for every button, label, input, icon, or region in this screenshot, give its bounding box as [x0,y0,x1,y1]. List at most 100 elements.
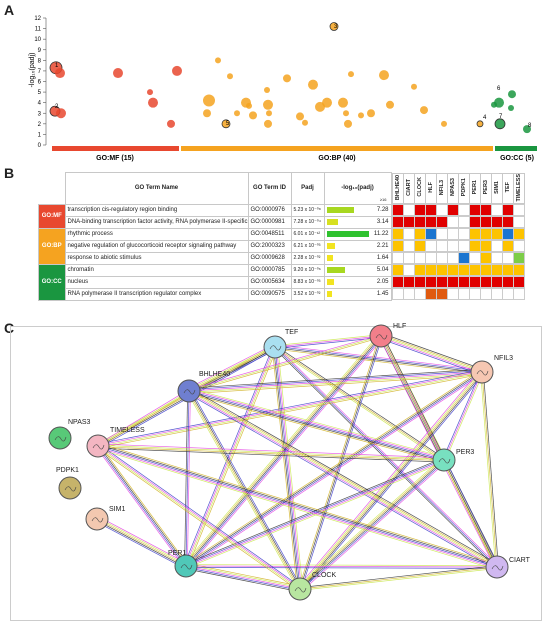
node-npas3[interactable]: NPAS3 [48,419,91,450]
term-log: 1.64 [323,251,392,265]
node-tef[interactable]: TEF [263,329,298,359]
network-edges [95,333,500,593]
term-point [508,90,516,99]
edge-line [276,346,302,589]
term-id: GO:0005634 [247,275,292,289]
node-nfil3[interactable]: NFIL3 [470,355,513,384]
term-name: nucleus [64,275,249,289]
term-point [167,119,175,128]
edge-line [442,371,482,460]
edge-line [98,442,498,565]
heatmap-cell [468,288,481,301]
header-log-label: -log₁₀(padj) [341,185,374,192]
term-padj: 8.83 x 10⁻⁰³ [290,275,325,289]
term-name: response to abiotic stimulus [64,251,249,265]
table-row: nucleus GO:0005634 8.83 x 10⁻⁰³ 2.05 [39,275,526,289]
y-tick-label: 3 [38,111,42,117]
edge-line [186,336,383,568]
node-timeless[interactable]: TIMELESS [86,427,145,458]
term-point [172,65,182,76]
heatmap-row [391,252,525,265]
gene-label: HLF [427,181,434,193]
term-point [508,104,514,111]
heatmap-cell [501,228,514,241]
edge-line [98,373,483,449]
heatmap-cell [501,288,514,301]
protein-structure-icon [92,444,105,450]
heatmap-row [391,204,525,217]
heatmap-cell [468,216,481,229]
edge-line [98,516,188,564]
term-point [203,94,215,107]
term-padj: 2.28 x 10⁻⁰² [290,251,325,265]
heatmap-cell [479,228,492,241]
heatmap-cell [435,276,448,289]
scale-max: ≥16 [379,196,387,202]
edge-line [185,565,498,568]
annotation-6: 6 [497,86,501,92]
gene-header: HLF [424,172,437,205]
node-sim1[interactable]: SIM1 [85,506,125,531]
term-point [523,125,531,134]
protein-structure-icon [180,564,193,570]
edge-line [275,345,483,372]
edge-line [189,390,301,589]
y-tick-label: 10 [34,37,41,43]
edge-line [188,370,482,390]
term-point [56,108,66,119]
table-row: GO:BP rhythmic process GO:0048511 6.01 x 10… [38,227,526,265]
edge-line [275,345,499,567]
edge-line [96,519,186,568]
y-tick-label: 0 [38,143,42,149]
protein-structure-icon [294,587,307,593]
group-label-bp: GO:BP (40) [318,155,355,162]
node-pdpk1[interactable]: PDPK1 [56,467,82,500]
edge-line [184,369,482,565]
heatmap-cell [446,216,459,229]
panel-c-letter: C [4,320,15,336]
term-point [203,109,211,118]
heatmap-cell [446,288,459,301]
node-per1[interactable]: PER1 [168,550,198,578]
edge-line [443,459,498,568]
heatmap-cell [413,240,426,253]
heatmap-cell [424,228,437,241]
term-id: GO:0000976 [247,203,292,217]
log-value: 2.05 [376,278,389,285]
term-point [263,99,273,110]
y-tick-label: 8 [38,58,42,64]
protein-structure-icon [183,389,196,395]
node-label: BHLHE40 [199,371,230,378]
node-per3[interactable]: PER3 [432,448,474,472]
heatmap-cell [402,276,415,289]
node-label: PDPK1 [56,467,79,474]
heatmap-cell [490,228,503,241]
node-ciart[interactable]: CIART [485,555,531,579]
edge-line [185,457,444,565]
node-hlf[interactable]: HLF [369,323,406,348]
heatmap-cell [402,204,415,217]
heatmap-cell [435,264,448,277]
network-frame [10,326,542,621]
point-annotations: 1 2 3 4 5 6 7 8 [55,24,532,129]
table-row: RNA polymerase II transcription regulato… [39,287,526,301]
term-point [411,83,417,90]
node-label: NFIL3 [494,355,513,362]
edge-line [188,335,382,392]
protein-structure-icon [269,345,282,351]
heatmap-cell [424,252,437,265]
edge-line [299,371,483,590]
edge-line [189,374,483,395]
term-log: 5.04 [323,263,392,277]
heatmap-cell [457,240,470,253]
edge-line [297,369,481,588]
heatmap-cell [413,288,426,301]
node-clock[interactable]: CLOCK [288,572,336,601]
term-point [221,119,231,129]
node-bhlhe40[interactable]: BHLHE40 [177,371,230,403]
heatmap-cell [391,264,404,277]
edge-line [277,346,304,589]
log-value: 1.45 [376,290,389,297]
node-label: CLOCK [312,572,336,579]
